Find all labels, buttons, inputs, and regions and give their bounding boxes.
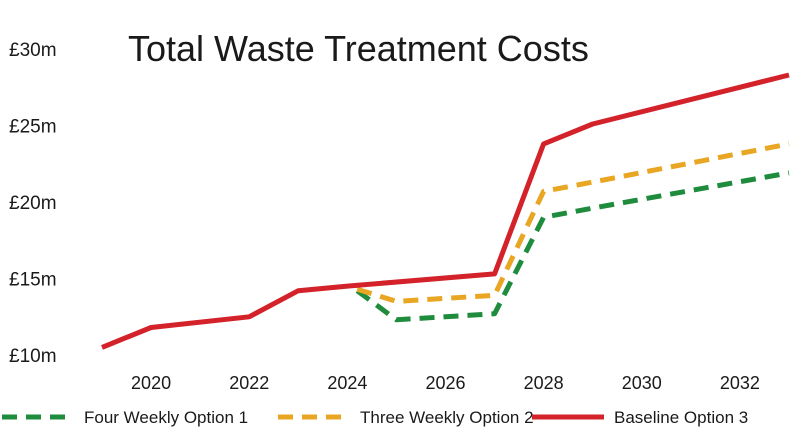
x-tick-label: 2030: [622, 373, 662, 393]
series-line-1: [355, 170, 790, 323]
x-tick-label: 2020: [131, 373, 171, 393]
legend: Four Weekly Option 1 Three Weekly Option …: [2, 408, 748, 427]
y-tick-label: £30m: [9, 40, 57, 61]
legend-label: Four Weekly Option 1: [84, 408, 248, 427]
x-tick-label: 2032: [720, 373, 760, 393]
x-axis: 2020 2022 2024 2026 2028 2030 2032: [131, 373, 760, 393]
y-tick-label: £20m: [9, 193, 57, 214]
legend-label: Baseline Option 3: [614, 408, 748, 427]
series-line-3: [101, 72, 790, 350]
series-line-2: [356, 141, 790, 304]
y-axis: £10m £15m £20m £25m £30m: [9, 40, 57, 367]
legend-label: Three Weekly Option 2: [360, 408, 534, 427]
y-tick-label: £10m: [9, 346, 57, 367]
x-tick-label: 2026: [425, 373, 465, 393]
x-tick-label: 2022: [229, 373, 269, 393]
y-tick-label: £15m: [9, 270, 57, 291]
y-tick-label: £25m: [9, 117, 57, 138]
x-tick-label: 2024: [327, 373, 367, 393]
x-tick-label: 2028: [524, 373, 564, 393]
chart-title: Total Waste Treatment Costs: [128, 28, 589, 69]
plot-area: [101, 72, 790, 350]
